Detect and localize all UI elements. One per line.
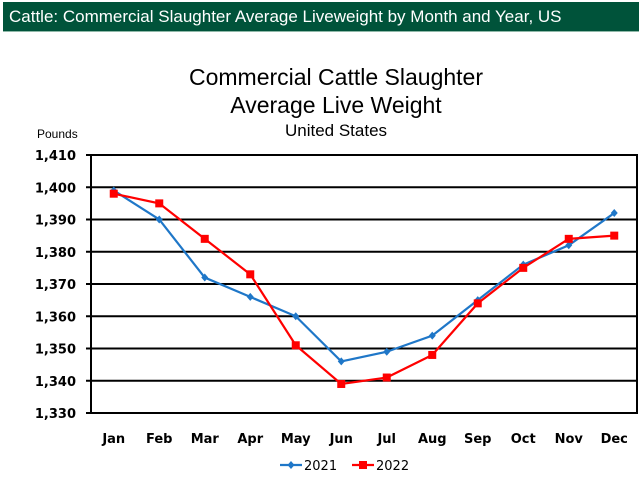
series-2021 (110, 186, 618, 366)
x-tick-label: Apr (237, 432, 263, 447)
y-tick-label: 1,330 (35, 407, 76, 422)
x-tick-label: Aug (418, 432, 447, 447)
legend: 2021 2022 (280, 459, 409, 474)
data-point (382, 373, 391, 382)
y-tick-label: 1,350 (35, 343, 76, 358)
data-point (201, 273, 209, 282)
y-tick-label: 1,340 (35, 375, 76, 390)
x-axis-ticks: Jan Feb Mar Apr May Jun Jul Aug Sep Oct Nov Dec (101, 432, 628, 447)
x-tick-label: Mar (191, 432, 220, 447)
data-point (292, 312, 300, 321)
x-tick-label: Oct (511, 432, 536, 447)
data-point (383, 347, 391, 356)
y-tick-label: 1,410 (35, 149, 76, 164)
x-tick-label: Jul (376, 432, 396, 447)
banner-title: Cattle: Commercial Slaughter Average Liv… (9, 7, 562, 26)
series-line (113, 189, 615, 363)
data-point (610, 231, 619, 240)
gridlines (91, 186, 637, 382)
series-2022 (109, 189, 619, 388)
chart-title: Commercial Cattle Slaughter (189, 64, 483, 90)
x-tick-label: Nov (555, 432, 584, 447)
plot-area-frame (90, 154, 638, 414)
data-point (428, 350, 437, 359)
data-point (246, 270, 255, 279)
y-tick-label: 1,370 (35, 278, 76, 293)
data-point (428, 331, 436, 340)
y-tick-label: 1,390 (35, 214, 76, 229)
x-tick-label: Dec (601, 432, 628, 447)
data-point (337, 357, 345, 366)
y-tick-label: 1,400 (35, 181, 76, 196)
data-point (200, 234, 209, 243)
x-tick-label: Jun (329, 432, 353, 447)
legend-label: 2021 (304, 459, 337, 474)
page-banner: Cattle: Commercial Slaughter Average Liv… (3, 2, 639, 32)
data-point (155, 215, 163, 224)
data-point (564, 234, 573, 243)
data-point (155, 199, 164, 208)
chart-subtitle: United States (285, 121, 387, 140)
legend-item-2022: 2022 (352, 459, 409, 474)
chart-title-line2: Average Live Weight (230, 92, 442, 118)
y-tick-label: 1,380 (35, 246, 76, 261)
y-axis-ticks: 1,330 1,340 1,350 1,360 1,370 1,380 1,390 1,400… (35, 149, 91, 422)
data-point (359, 461, 367, 469)
x-tick-label: Feb (146, 432, 172, 447)
data-point (473, 299, 482, 308)
y-axis-label: Pounds (37, 127, 78, 141)
x-tick-label: Jan (101, 432, 125, 447)
legend-label: 2022 (376, 459, 409, 474)
series-line (113, 192, 615, 386)
data-point (287, 461, 295, 469)
data-point (246, 292, 254, 301)
data-point (519, 263, 528, 272)
data-point (109, 189, 118, 198)
data-point (610, 209, 618, 218)
x-tick-label: Sep (464, 432, 492, 447)
x-tick-label: May (281, 432, 311, 447)
data-point (565, 241, 573, 250)
y-tick-label: 1,360 (35, 310, 76, 325)
legend-item-2021: 2021 (280, 459, 337, 474)
data-point (337, 379, 346, 388)
data-point (291, 341, 300, 350)
series-group (109, 186, 619, 388)
